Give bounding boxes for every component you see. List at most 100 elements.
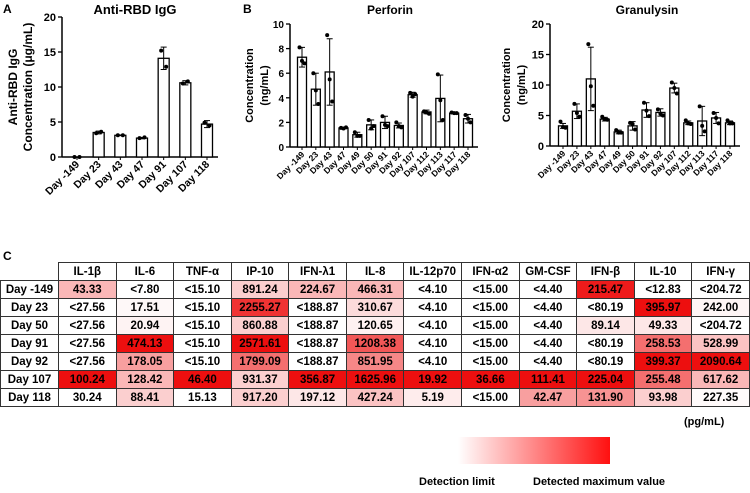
- data-point: [302, 61, 307, 66]
- heatmap-cell: 395.97: [633, 298, 693, 317]
- y-tick-label: 5: [538, 111, 544, 123]
- heatmap-cell: <188.87: [288, 316, 347, 335]
- heatmap-cell: 931.37: [230, 370, 290, 389]
- heatmap-cell: 89.14: [576, 316, 635, 335]
- bar: [449, 112, 460, 148]
- heatmap-cell: <15.10: [173, 298, 232, 317]
- y-tick-label: 20: [44, 12, 56, 24]
- data-point: [574, 111, 579, 116]
- heatmap-cell: 42.47: [518, 388, 578, 407]
- data-point: [591, 103, 596, 108]
- data-point: [688, 122, 693, 127]
- data-point: [142, 135, 147, 140]
- heatmap-cell: <4.40: [518, 316, 578, 335]
- column-header: IL-12p70: [403, 262, 463, 281]
- data-point: [72, 155, 77, 159]
- data-point: [202, 120, 207, 125]
- data-point: [644, 108, 649, 113]
- data-point: [558, 119, 563, 124]
- heatmap-cell: 356.87: [288, 370, 347, 389]
- data-point: [115, 133, 120, 138]
- data-point: [468, 120, 473, 125]
- bar: [92, 131, 105, 158]
- data-point: [399, 125, 404, 130]
- y-tick-label: 8: [278, 45, 284, 56]
- y-tick-label: 4: [278, 94, 284, 105]
- data-point: [614, 128, 619, 133]
- data-point: [385, 124, 390, 129]
- y-tick-label: 0: [538, 141, 544, 153]
- data-point: [371, 124, 376, 129]
- data-point: [413, 92, 418, 97]
- bar: [599, 118, 610, 147]
- heatmap-cell: <15.10: [173, 316, 232, 335]
- y-axis-label: Concentration: [244, 48, 256, 123]
- data-point: [300, 58, 304, 63]
- heatmap-cell: 30.24: [58, 388, 117, 407]
- heatmap-cell: 1625.96: [345, 370, 405, 389]
- column-header: GM-CSF: [518, 262, 578, 281]
- data-point: [77, 155, 82, 159]
- y-axis-label: (ng/mL): [516, 65, 528, 106]
- data-point: [714, 115, 719, 120]
- heatmap-cell: 427.24: [345, 388, 405, 407]
- heatmap-cell: 528.99: [691, 334, 750, 353]
- heatmap-cell: 20.94: [115, 316, 175, 335]
- data-point: [725, 118, 730, 123]
- data-point: [297, 45, 302, 50]
- heatmap-cell: <27.56: [58, 298, 117, 317]
- y-tick-label: 10: [44, 82, 56, 94]
- heatmap-cell: <4.10: [403, 334, 463, 353]
- cytokine-heatmap-table: IL-1β IL-6 TNF-α IP-10 IFN-λ1 IL-8 IL-12p70 IFN…: [0, 262, 750, 407]
- row-header: Day 92: [0, 352, 59, 371]
- data-point: [185, 79, 190, 84]
- data-point: [697, 104, 702, 109]
- data-point: [642, 100, 646, 105]
- heatmap-cell: 474.13: [115, 334, 175, 353]
- heatmap-cell: <15.00: [461, 352, 520, 371]
- heatmap-cell: <15.10: [173, 280, 232, 299]
- heatmap-cell: 466.31: [345, 280, 405, 299]
- data-point: [438, 98, 443, 103]
- table-row: Day 107 100.24 128.42 46.40 931.37 356.87 1625…: [0, 370, 750, 389]
- heatmap-cell: <12.83: [633, 280, 693, 299]
- heatmap-cell: <15.10: [173, 334, 232, 353]
- data-point: [352, 130, 357, 135]
- legend-gradient-bar: [458, 437, 610, 464]
- data-point: [619, 130, 624, 135]
- data-point: [702, 129, 707, 134]
- column-header: TNF-α: [173, 262, 232, 281]
- data-point: [588, 84, 593, 89]
- panel-label-c: C: [3, 249, 12, 263]
- bar: [407, 94, 418, 148]
- table-row: Day 91 <27.56 474.13 <15.10 2571.61 <188.87 12…: [0, 334, 750, 353]
- heatmap-cell: 1208.38: [345, 334, 405, 353]
- heatmap-cell: 851.95: [345, 352, 405, 371]
- heatmap-cell: <15.00: [461, 298, 520, 317]
- heatmap-cell: 1799.09: [230, 352, 290, 371]
- data-point: [427, 111, 431, 116]
- bar: [296, 56, 308, 148]
- heatmap-cell: 43.33: [58, 280, 117, 299]
- y-tick-label: 10: [273, 20, 285, 31]
- data-point: [647, 114, 651, 119]
- data-point: [325, 33, 330, 38]
- bar: [655, 111, 666, 147]
- heatmap-cell: <80.19: [576, 298, 635, 317]
- heatmap-cell: 215.47: [576, 280, 635, 299]
- column-header: IL-6: [115, 262, 175, 281]
- data-point: [572, 101, 577, 106]
- row-header: Day 118: [0, 388, 59, 407]
- heatmap-cell: <204.72: [691, 280, 750, 299]
- chart-title: Anti-RBD IgG: [93, 2, 176, 17]
- data-point: [369, 126, 374, 131]
- table-row: Day 118 30.24 88.41 15.13 917.20 197.12 427.24…: [0, 388, 750, 407]
- heatmap-cell: <4.10: [403, 352, 463, 371]
- data-point: [408, 90, 413, 95]
- row-header: Day 91: [0, 334, 59, 353]
- bar: [179, 82, 192, 158]
- table-row: Day 92 <27.56 178.05 <15.10 1799.09 <188.87 85…: [0, 352, 750, 371]
- y-axis-label: Concentration (μg/mL): [21, 23, 35, 152]
